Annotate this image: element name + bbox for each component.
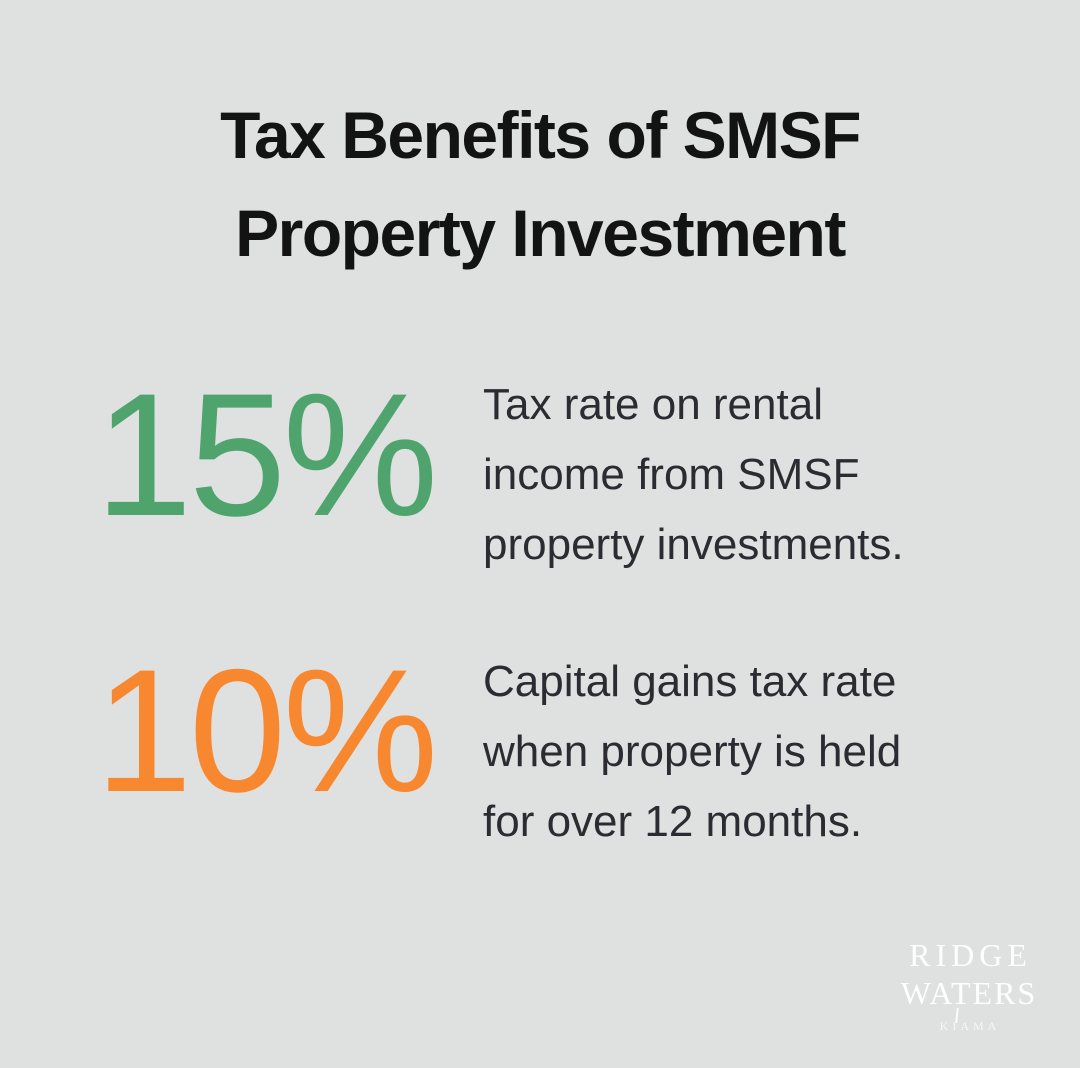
brand-logo-ridge: RIDGE (909, 937, 1032, 973)
brand-logo-tagline: KIAMA (939, 1019, 1001, 1033)
stat-description-line: income from SMSF (483, 450, 860, 499)
page-title-line2: Property Investment (235, 196, 846, 270)
stat-description-tax-rate: Tax rate on rental income from SMSF prop… (483, 370, 1003, 580)
brand-logo-waters-text: WATERS (900, 975, 1038, 1011)
brand-logo-waters: WATERS (893, 974, 1043, 1024)
stat-description-line: for over 12 months. (483, 797, 863, 846)
stat-description-line: when property is held (483, 727, 902, 776)
stat-value-tax-rate: 15% (95, 358, 438, 553)
page-title: Tax Benefits of SMSF Property Investment (0, 86, 1080, 282)
stat-value-capital-gains: 10% (95, 634, 438, 829)
page-title-line1: Tax Benefits of SMSF (220, 98, 861, 172)
stat-description-line: property investments. (483, 520, 904, 569)
brand-logo: RIDGE WATERS KIAMA (893, 936, 1043, 1033)
stat-description-capital-gains: Capital gains tax rate when property is … (483, 647, 1003, 857)
stat-description-line: Tax rate on rental (483, 380, 823, 429)
stat-description-line: Capital gains tax rate (483, 657, 897, 706)
